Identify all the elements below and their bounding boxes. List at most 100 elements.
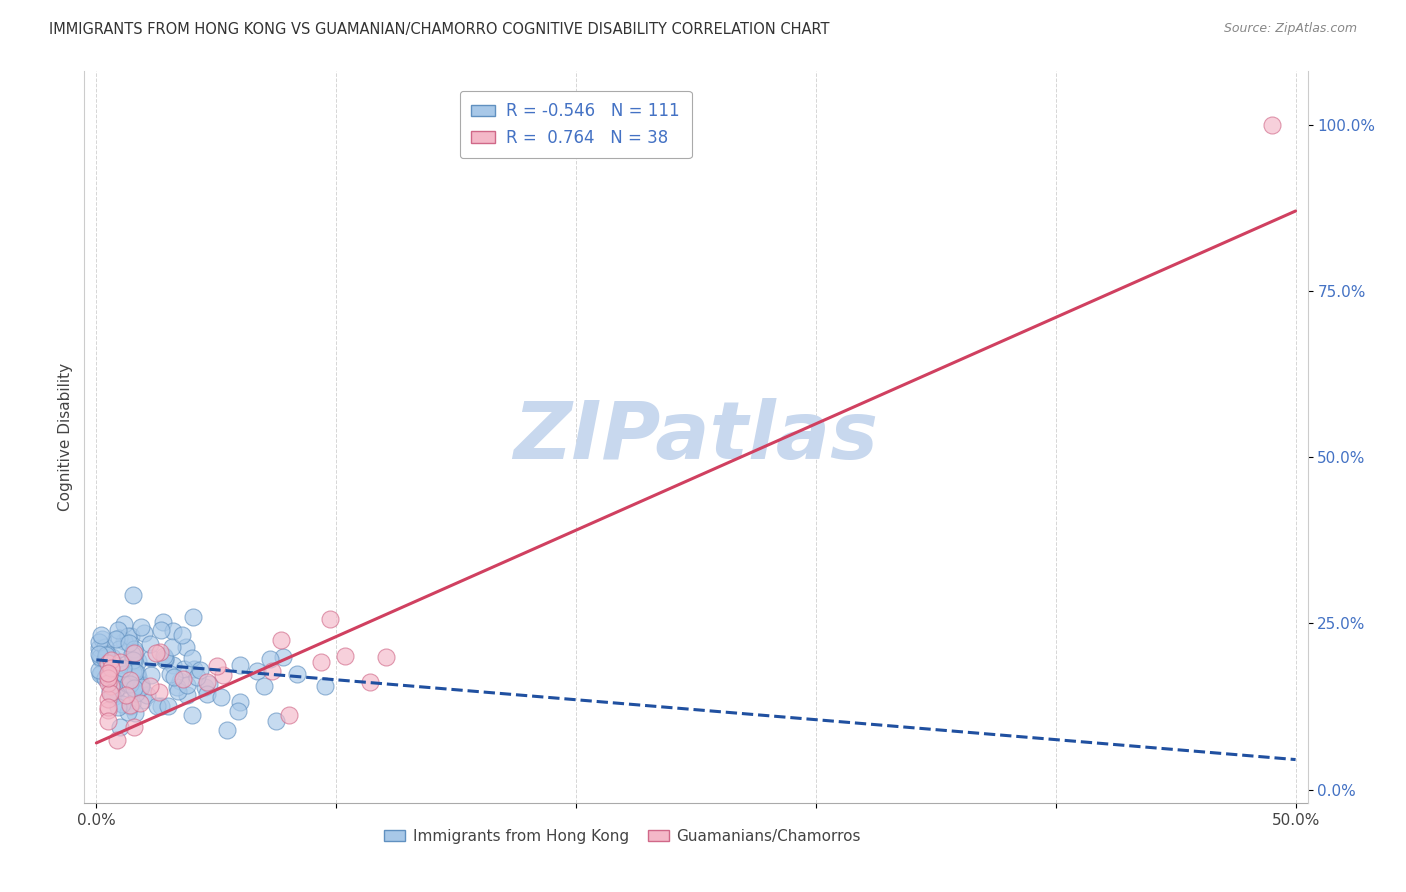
Point <box>139 637 162 651</box>
Point <box>172 673 194 687</box>
Point <box>170 628 193 642</box>
Point <box>114 657 136 672</box>
Point <box>100 680 122 694</box>
Point <box>211 668 233 682</box>
Point <box>319 612 342 626</box>
Point <box>87 648 110 662</box>
Point <box>271 649 294 664</box>
Point <box>100 663 122 677</box>
Point <box>127 670 149 684</box>
Point <box>121 696 143 710</box>
Point <box>264 714 287 728</box>
Point <box>129 620 152 634</box>
Point <box>97 699 120 714</box>
Point <box>136 688 159 702</box>
Point <box>132 626 155 640</box>
Point <box>112 617 135 632</box>
Point <box>118 698 141 712</box>
Point <box>118 677 141 691</box>
Point <box>87 664 110 678</box>
Point <box>127 654 149 668</box>
Point <box>121 648 143 662</box>
Point <box>122 654 145 668</box>
Point <box>94 640 117 654</box>
Point <box>278 707 301 722</box>
Point <box>186 670 208 684</box>
Point <box>90 666 112 681</box>
Point <box>117 677 139 691</box>
Point <box>162 657 184 672</box>
Point <box>129 678 152 692</box>
Point <box>117 705 139 719</box>
Point <box>105 677 128 691</box>
Point <box>125 666 148 681</box>
Point <box>121 665 143 680</box>
Point <box>87 640 110 655</box>
Point <box>89 649 111 664</box>
Point <box>152 615 174 629</box>
Point <box>97 665 120 680</box>
Point <box>207 659 229 673</box>
Point <box>112 633 135 648</box>
Point <box>359 675 381 690</box>
Point <box>163 670 186 684</box>
Point <box>122 721 145 735</box>
Point <box>122 646 145 660</box>
Point <box>118 693 141 707</box>
Point <box>104 689 127 703</box>
Point <box>285 666 308 681</box>
Point <box>228 704 250 718</box>
Point <box>148 685 170 699</box>
Point <box>335 648 357 663</box>
Point <box>375 650 398 665</box>
Point <box>105 733 128 747</box>
Point <box>259 652 281 666</box>
Point <box>107 641 129 656</box>
Point <box>91 632 114 647</box>
Point <box>107 699 129 714</box>
Point <box>94 652 117 666</box>
Point <box>138 679 160 693</box>
Point <box>89 667 111 681</box>
Point <box>97 668 120 682</box>
Point <box>98 685 121 699</box>
Point <box>111 674 134 689</box>
Point <box>101 688 124 702</box>
Point <box>108 631 131 645</box>
Point <box>97 692 120 706</box>
Point <box>132 693 155 707</box>
Point <box>314 679 336 693</box>
Point <box>87 635 110 649</box>
Point <box>162 624 184 639</box>
Point <box>100 653 122 667</box>
Point <box>97 657 120 671</box>
Point <box>166 680 188 694</box>
Point <box>195 687 218 701</box>
Point <box>107 623 129 637</box>
Point <box>1260 118 1282 132</box>
Point <box>118 673 141 688</box>
Point <box>173 662 195 676</box>
Point <box>122 681 145 695</box>
Point <box>149 698 172 713</box>
Point <box>118 635 141 649</box>
Point <box>188 663 211 677</box>
Point <box>108 655 131 669</box>
Point <box>194 680 217 694</box>
Point <box>112 666 135 681</box>
Point <box>160 640 183 654</box>
Point <box>122 588 145 602</box>
Point <box>117 629 139 643</box>
Point <box>229 657 252 672</box>
Point <box>260 664 283 678</box>
Point <box>118 699 141 714</box>
Y-axis label: Cognitive Disability: Cognitive Disability <box>58 363 73 511</box>
Legend: Immigrants from Hong Kong, Guamanians/Chamorros: Immigrants from Hong Kong, Guamanians/Ch… <box>378 822 868 850</box>
Point <box>124 645 146 659</box>
Point <box>122 642 145 657</box>
Point <box>229 695 252 709</box>
Point <box>111 661 134 675</box>
Point <box>97 714 120 728</box>
Point <box>96 647 118 661</box>
Point <box>145 698 167 713</box>
